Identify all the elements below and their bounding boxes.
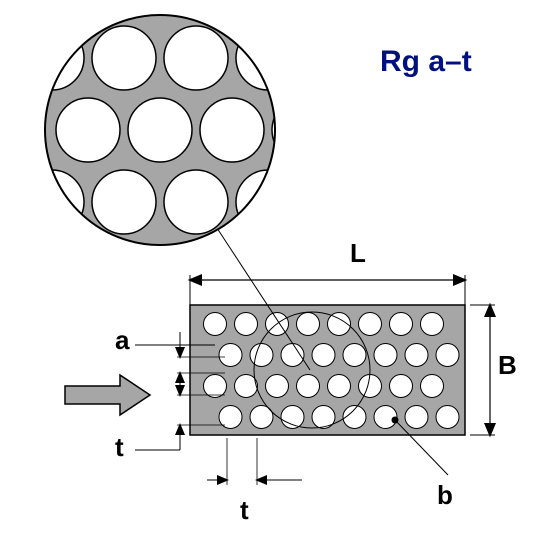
label-t-left: t bbox=[115, 432, 124, 463]
perforation-diagram bbox=[0, 0, 550, 550]
label-b: b bbox=[437, 480, 453, 511]
label-t-bottom: t bbox=[240, 495, 249, 526]
formula-title: Rg a–t bbox=[380, 45, 472, 79]
label-L: L bbox=[350, 238, 366, 269]
label-B: B bbox=[498, 350, 517, 381]
direction-arrow bbox=[65, 375, 150, 415]
label-a: a bbox=[115, 325, 129, 356]
magnifier-view bbox=[20, 13, 336, 247]
